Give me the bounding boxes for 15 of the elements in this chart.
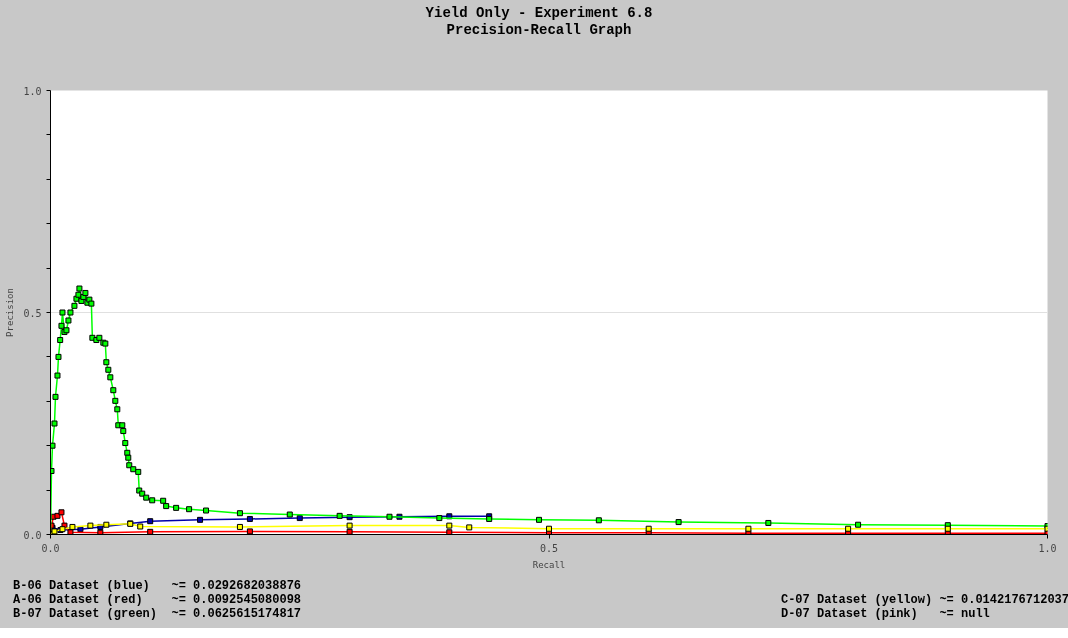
chart-title: Yield Only - Experiment 6.8 <box>425 5 653 21</box>
x-tick-label: 0.5 <box>539 542 559 554</box>
y-tick-label: 1.0 <box>23 85 42 97</box>
chart-subtitle: Precision-Recall Graph <box>446 22 632 38</box>
text: C-07 Dataset (yellow) ~= 0.0142176712037 <box>780 593 1068 607</box>
text: D-07 Dataset (pink) ~= null <box>780 607 991 621</box>
y-tick-label: 0.5 <box>23 307 42 319</box>
x-axis-title: Recall <box>532 559 566 570</box>
y-tick-label: 0.0 <box>23 529 42 541</box>
text: B-06 Dataset (blue) ~= 0.0292682038876 <box>13 579 302 593</box>
text: A-06 Dataset (red) ~= 0.0092545080098 <box>13 593 302 607</box>
y-axis-title: Precision <box>5 288 16 337</box>
x-tick-label: 0.0 <box>41 542 60 554</box>
x-tick-label: 1.0 <box>1038 542 1057 554</box>
text: B-07 Dataset (green) ~= 0.0625615174817 <box>13 607 302 621</box>
